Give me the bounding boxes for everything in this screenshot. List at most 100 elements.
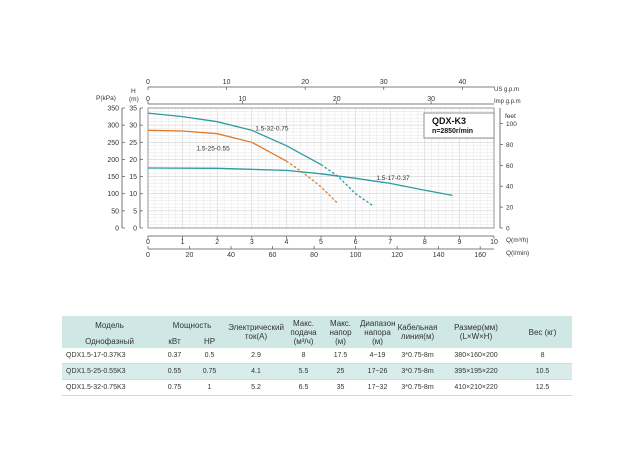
table-row: QDX1.5-25-0.55K3 0.55 0.75 4.1 5.5 25 17… xyxy=(62,363,573,380)
chart-axes xyxy=(121,86,503,250)
feet-tick-label: 80 xyxy=(506,142,514,149)
head-tick-label: 35 xyxy=(129,106,137,113)
flow-lmin-tick-label: 40 xyxy=(227,252,235,259)
cell-max-flow: 6.5 xyxy=(285,379,323,396)
cell-kw: 0.37 xyxy=(157,348,192,364)
us-gpm-axis-label: US g.p.m xyxy=(494,87,519,93)
curve-1 xyxy=(147,112,322,166)
curve-label-2: 1.5-25-0.55 xyxy=(196,146,230,153)
kpa-tick-label: 50 xyxy=(111,208,119,215)
header-model: Модель xyxy=(62,316,157,334)
head-tick-label: 20 xyxy=(129,157,137,164)
curve-2 xyxy=(147,129,287,162)
feet-tick-label: 100 xyxy=(506,121,517,128)
kpa-tick-label: 100 xyxy=(107,191,119,198)
cell-cable: 3*0.75-8m xyxy=(396,363,440,380)
head-tick-label: 15 xyxy=(129,174,137,181)
flow-lmin-tick-label: 160 xyxy=(474,252,486,259)
imp-gpm-tick-label: 0 xyxy=(146,96,150,103)
cell-weight: 8 xyxy=(513,348,573,364)
cell-head-range: 17~32 xyxy=(359,379,397,396)
head-tick-label: 30 xyxy=(129,123,137,130)
flow-m3h-tick-label: 6 xyxy=(354,239,358,246)
header-kw: кВт xyxy=(157,334,192,348)
curve-tail-1 xyxy=(320,164,374,207)
kpa-axis-label: P(kPa) xyxy=(96,95,116,102)
cell-max-flow: 5.5 xyxy=(285,363,323,380)
imp-gpm-tick-label: 10 xyxy=(238,96,246,103)
us-gpm-tick-label: 0 xyxy=(146,79,150,86)
cell-cable: 3*0.75-8m xyxy=(396,379,440,396)
flow-lmin-tick-label: 20 xyxy=(186,252,194,259)
flow-m3h-tick-label: 0 xyxy=(146,239,150,246)
header-current: Электрический ток(А) xyxy=(227,316,286,348)
flow-m3h-tick-label: 1 xyxy=(181,239,185,246)
header-hp: HP xyxy=(192,334,228,348)
header-head-range: Диапазон напора (м) xyxy=(359,316,397,348)
cell-hp: 1 xyxy=(192,379,228,396)
flow-lmin-axis-label: Q(l/min) xyxy=(506,250,529,257)
kpa-tick-label: 0 xyxy=(115,226,119,233)
flow-m3h-axis-label: Q(m³/h) xyxy=(506,237,528,244)
head-axis-label: H xyxy=(131,88,136,95)
cell-kw: 0.55 xyxy=(157,363,192,380)
chart-labels: 050100150200250300350P(kPa)0510152025303… xyxy=(96,79,529,259)
feet-tick-label: 0 xyxy=(506,226,510,233)
cell-hp: 0.5 xyxy=(192,348,228,364)
flow-m3h-tick-label: 7 xyxy=(388,239,392,246)
header-max-head: Макс. напор (м) xyxy=(322,316,360,348)
cell-model: QDX1.5-25-0.55K3 xyxy=(62,363,157,380)
feet-tick-label: 20 xyxy=(506,205,514,212)
header-power: Мощность xyxy=(157,316,228,334)
kpa-tick-label: 250 xyxy=(107,140,119,147)
flow-lmin-tick-label: 0 xyxy=(146,252,150,259)
flow-m3h-tick-label: 4 xyxy=(284,239,288,246)
us-gpm-tick-label: 20 xyxy=(301,79,309,86)
head-axis-unit: (m) xyxy=(129,96,139,103)
cell-size: 410×210×220 xyxy=(439,379,514,396)
cell-weight: 10.5 xyxy=(513,363,573,380)
imp-gpm-axis-label: Imp g.p.m xyxy=(494,99,521,105)
chart-subtitle: n=2850r/min xyxy=(432,128,473,135)
cell-current: 5.2 xyxy=(227,379,286,396)
head-tick-label: 10 xyxy=(129,191,137,198)
cell-size: 395×195×220 xyxy=(439,363,514,380)
kpa-tick-label: 350 xyxy=(107,106,119,113)
table-row: QDX1.5-17-0.37K3 0.37 0.5 2.9 8 17.5 4~1… xyxy=(62,348,573,364)
imp-gpm-tick-label: 20 xyxy=(333,96,341,103)
us-gpm-tick-label: 40 xyxy=(458,79,466,86)
us-gpm-tick-label: 30 xyxy=(380,79,388,86)
kpa-tick-label: 300 xyxy=(107,123,119,130)
head-tick-label: 5 xyxy=(133,208,137,215)
flow-m3h-tick-label: 3 xyxy=(250,239,254,246)
chart-grid xyxy=(147,107,495,229)
pump-performance-chart: 050100150200250300350P(kPa)0510152025303… xyxy=(96,79,529,259)
curve-label-1: 1.5-32-0.75 xyxy=(255,126,289,133)
feet-tick-label: 40 xyxy=(506,184,514,191)
cell-max-head: 25 xyxy=(322,363,360,380)
flow-lmin-tick-label: 140 xyxy=(433,252,445,259)
kpa-tick-label: 200 xyxy=(107,157,119,164)
flow-lmin-tick-label: 120 xyxy=(391,252,403,259)
header-cable: Кабельная линия(м) xyxy=(396,316,440,348)
cell-cable: 3*0.75-8m xyxy=(396,348,440,364)
imp-gpm-tick-label: 30 xyxy=(427,96,435,103)
cell-current: 4.1 xyxy=(227,363,286,380)
table-subheader-row: Однофазный кВт HP xyxy=(62,334,572,348)
table-row: QDX1.5-32-0.75K3 0.75 1 5.2 6.5 35 17~32… xyxy=(62,379,573,396)
chart-title: QDX-K3 xyxy=(432,116,466,126)
feet-axis-label: feet xyxy=(505,113,516,120)
feet-tick-label: 60 xyxy=(506,163,514,170)
flow-m3h-tick-label: 9 xyxy=(457,239,461,246)
cell-max-flow: 8 xyxy=(285,348,323,364)
cell-max-head: 35 xyxy=(322,379,360,396)
cell-head-range: 17~26 xyxy=(359,363,397,380)
cell-hp: 0.75 xyxy=(192,363,228,380)
spec-table: Модель Мощность Электрический ток(А) Мак… xyxy=(62,316,573,396)
flow-m3h-tick-label: 8 xyxy=(423,239,427,246)
curve-tail-2 xyxy=(286,160,339,205)
cell-head-range: 4~19 xyxy=(359,348,397,364)
curve-label-3: 1.5-17-0.37 xyxy=(376,175,410,182)
chart-series xyxy=(147,112,453,207)
header-weight: Вес (кг) xyxy=(513,316,573,348)
